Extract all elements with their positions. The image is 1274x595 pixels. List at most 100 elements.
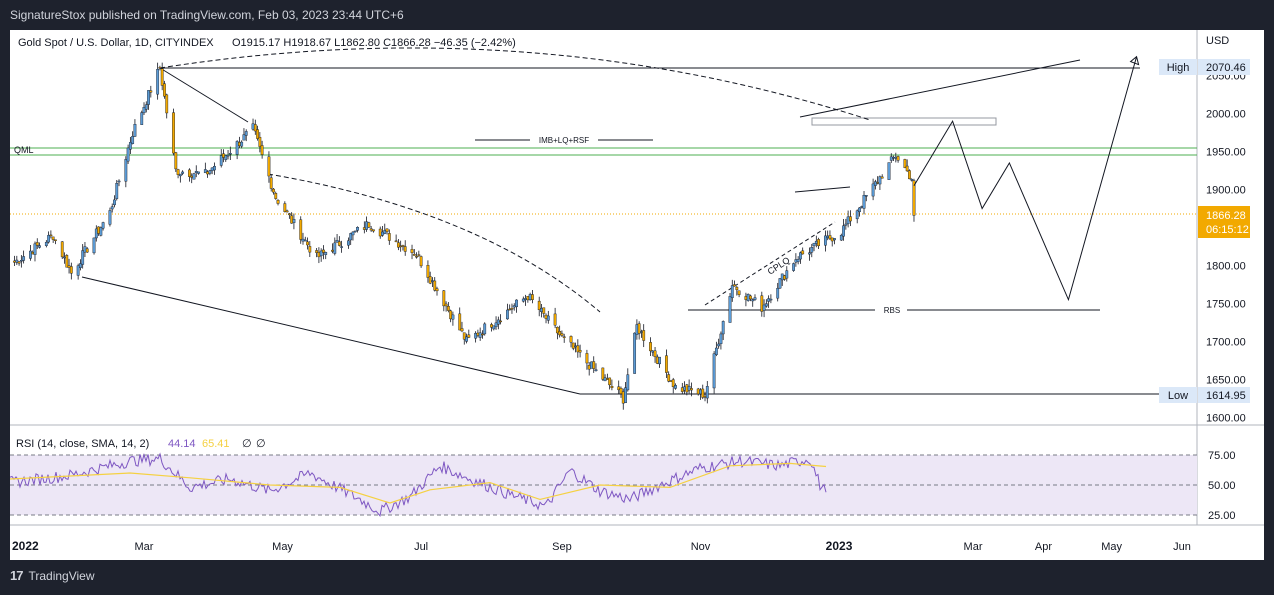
candle-body bbox=[799, 252, 802, 260]
candle-body bbox=[894, 156, 898, 159]
tradingview-footer: 17 TradingView bbox=[10, 568, 95, 583]
candle-body bbox=[810, 247, 814, 253]
tradingview-brand: TradingView bbox=[28, 568, 95, 583]
candle-body bbox=[206, 171, 210, 175]
upper-target-line bbox=[799, 59, 1081, 118]
rbs-label: RBS bbox=[884, 306, 900, 315]
candle-body bbox=[108, 210, 112, 225]
qml-label: QML bbox=[14, 145, 34, 155]
candle-body bbox=[878, 176, 882, 185]
candle-body bbox=[446, 306, 450, 311]
candle-body bbox=[306, 241, 309, 246]
candle-body bbox=[794, 259, 798, 263]
symbol-title: Gold Spot / U.S. Dollar, 1D, CITYINDEX bbox=[18, 37, 214, 49]
candle-body bbox=[428, 276, 432, 284]
rsi-label: RSI (14, close, SMA, 14, 2) bbox=[16, 438, 149, 450]
candle-body bbox=[769, 298, 773, 301]
candle-body bbox=[760, 295, 764, 312]
candle-body bbox=[362, 227, 366, 230]
candle-body bbox=[764, 303, 768, 307]
price-tick-label: 1900.00 bbox=[1206, 185, 1246, 197]
candle-body bbox=[506, 309, 509, 320]
candle-body bbox=[17, 261, 21, 264]
time-tick-label: Sep bbox=[552, 541, 572, 553]
candle-body bbox=[178, 173, 182, 177]
candle-body bbox=[333, 242, 337, 254]
candle-body bbox=[796, 259, 800, 262]
candle-body bbox=[635, 324, 639, 335]
candle-body bbox=[131, 136, 135, 144]
candle-body bbox=[213, 166, 216, 171]
candle-body bbox=[908, 170, 911, 180]
candle-body bbox=[356, 227, 359, 231]
candle-body bbox=[253, 124, 257, 132]
candle-body bbox=[892, 157, 895, 159]
candle-body bbox=[235, 141, 239, 155]
candle-body bbox=[526, 296, 530, 301]
candle-body bbox=[858, 207, 861, 213]
candle-body bbox=[624, 387, 627, 404]
candle-body bbox=[703, 396, 707, 398]
projection-arrowhead bbox=[1129, 55, 1140, 66]
cplq-line bbox=[704, 221, 836, 306]
time-tick-label: Mar bbox=[135, 541, 154, 553]
candle-body bbox=[272, 188, 275, 193]
candle-body bbox=[92, 237, 96, 254]
arc-top bbox=[159, 47, 871, 121]
candle-body bbox=[912, 180, 916, 216]
candle-body bbox=[665, 355, 668, 373]
candle-body bbox=[228, 153, 232, 155]
candle-body bbox=[862, 194, 866, 209]
rsi-tick-label: 25.00 bbox=[1208, 510, 1236, 522]
candle-body bbox=[126, 147, 130, 162]
candle-body bbox=[753, 297, 757, 300]
candle-body bbox=[844, 223, 848, 226]
candle-body bbox=[190, 175, 194, 178]
candle-body bbox=[322, 249, 325, 253]
price-tick-label: 2000.00 bbox=[1206, 109, 1246, 121]
candle-body bbox=[655, 356, 659, 364]
candle-body bbox=[267, 156, 271, 177]
candle-body bbox=[219, 155, 223, 166]
chart-panel[interactable]: QML RBS IMB+LQ+RSF CPLQ bbox=[9, 30, 1264, 560]
publish-header: SignatureStox published on TradingView.c… bbox=[10, 8, 404, 22]
candle-body bbox=[574, 345, 577, 348]
candle-body bbox=[562, 336, 566, 338]
candle-body bbox=[224, 155, 228, 160]
candle-body bbox=[324, 252, 328, 255]
tradingview-chart[interactable]: QML RBS IMB+LQ+RSF CPLQ bbox=[9, 30, 1264, 560]
candle-body bbox=[76, 265, 80, 276]
candle-body bbox=[383, 230, 387, 234]
candle-body bbox=[649, 342, 652, 352]
candle-body bbox=[478, 332, 482, 338]
candle-body bbox=[524, 298, 527, 300]
candle-body bbox=[110, 206, 114, 210]
candle-body bbox=[830, 237, 834, 242]
candle-body bbox=[712, 353, 716, 389]
candle-body bbox=[578, 349, 582, 353]
candle-body bbox=[585, 353, 589, 364]
candle-body bbox=[347, 240, 350, 246]
time-tick-label: Jun bbox=[1173, 541, 1191, 553]
candle-body bbox=[340, 246, 344, 248]
candle-body bbox=[172, 112, 175, 154]
last-price-badge bbox=[1198, 206, 1250, 238]
candle-body bbox=[640, 331, 643, 333]
candle-body bbox=[79, 263, 82, 268]
candle-body bbox=[801, 250, 805, 255]
candle-body bbox=[149, 90, 153, 93]
candle-body bbox=[160, 68, 164, 86]
candle-body bbox=[537, 300, 541, 311]
candle-body bbox=[728, 296, 732, 323]
candle-body bbox=[658, 356, 661, 365]
candle-body bbox=[97, 226, 100, 234]
candle-body bbox=[610, 386, 614, 388]
candle-body bbox=[128, 142, 132, 150]
candle-body bbox=[449, 310, 453, 320]
candle-body bbox=[315, 250, 319, 253]
candle-body bbox=[467, 334, 471, 338]
candle-body bbox=[367, 222, 371, 228]
arc-middle bbox=[267, 173, 601, 313]
candle-body bbox=[749, 295, 752, 300]
candle-body bbox=[751, 299, 755, 302]
